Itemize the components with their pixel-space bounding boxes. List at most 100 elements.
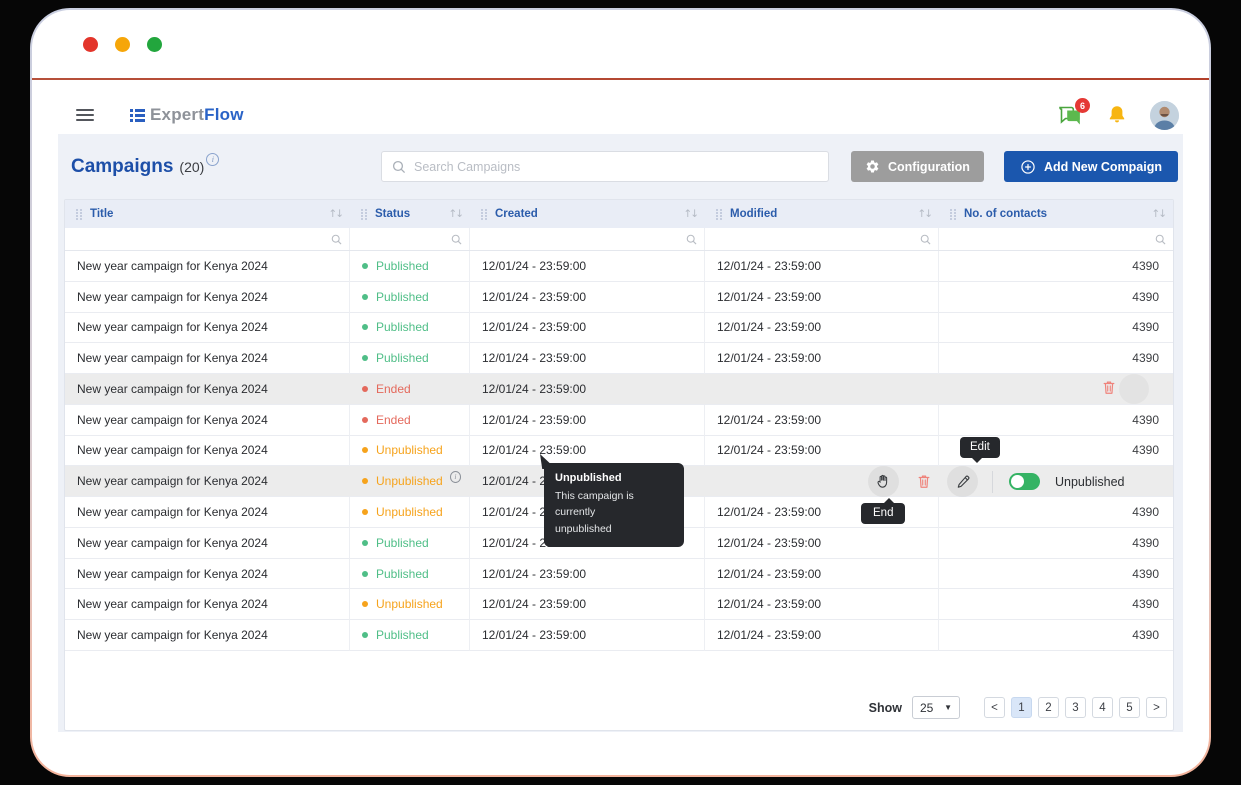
table-row[interactable]: New year campaign for Kenya 2024 Ended 12/… bbox=[65, 404, 1173, 436]
edit-campaign-button[interactable] bbox=[947, 466, 978, 498]
contacts-cell bbox=[939, 374, 1173, 405]
modified-cell: 12/01/24 - 23:59:00 bbox=[705, 312, 939, 344]
prev-page-button[interactable]: < bbox=[984, 697, 1005, 718]
column-header-status[interactable]: Status ↑↓ bbox=[350, 200, 470, 228]
campaigns-table: Title ↑↓ Status ↑↓ Created ↑↓ Modified ↑↓ No. of… bbox=[64, 199, 1174, 731]
app-container: ExpertFlow 6 bbox=[58, 96, 1183, 732]
modified-cell: 12/01/24 - 23:59:00 bbox=[705, 620, 939, 651]
created-cell: 12/01/24 - 23:59:00 bbox=[470, 312, 705, 344]
table-row[interactable]: New year campaign for Kenya 2024 Unpublis… bbox=[65, 589, 1173, 621]
filter-search-icon bbox=[1155, 234, 1166, 244]
column-header-no-of-contacts[interactable]: No. of contacts ↑↓ bbox=[939, 200, 1173, 228]
drag-handle-icon[interactable] bbox=[75, 208, 83, 221]
column-label: Status bbox=[375, 208, 411, 220]
column-header-modified[interactable]: Modified ↑↓ bbox=[705, 200, 939, 228]
status-label: Published bbox=[376, 351, 429, 366]
modified-cell: 12/01/24 - 23:59:00 bbox=[705, 558, 939, 590]
table-row[interactable]: New year campaign for Kenya 2024 Publishe… bbox=[65, 281, 1173, 313]
table-row[interactable]: New year campaign for Kenya 2024 Publishe… bbox=[65, 558, 1173, 590]
page-button-5[interactable]: 5 bbox=[1119, 697, 1140, 718]
campaign-title-cell: New year campaign for Kenya 2024 bbox=[65, 589, 350, 621]
status-cell: Published bbox=[350, 527, 470, 559]
add-new-campaign-button[interactable]: Add New Compaign bbox=[1003, 151, 1178, 182]
column-filter-status[interactable] bbox=[350, 228, 470, 250]
user-avatar[interactable] bbox=[1150, 100, 1179, 130]
status-label: Unpublished bbox=[376, 474, 443, 489]
status-cell: Published bbox=[350, 620, 470, 651]
configuration-button[interactable]: Configuration bbox=[851, 151, 984, 182]
publish-toggle[interactable] bbox=[1009, 473, 1040, 491]
contacts-cell bbox=[939, 466, 1173, 498]
close-window-dot[interactable] bbox=[83, 36, 98, 52]
end-campaign-button[interactable] bbox=[868, 466, 899, 498]
table-row[interactable]: New year campaign for Kenya 2024 Unpublis… bbox=[65, 435, 1173, 467]
modified-cell: 12/01/24 - 23:59:00 bbox=[705, 435, 939, 467]
status-cell: Published bbox=[350, 312, 470, 344]
sort-icon[interactable]: ↑↓ bbox=[328, 208, 344, 220]
sort-icon[interactable]: ↑↓ bbox=[917, 208, 933, 220]
status-dot bbox=[362, 632, 368, 639]
sort-icon[interactable]: ↑↓ bbox=[1151, 208, 1167, 220]
status-dot bbox=[362, 385, 368, 392]
page-button-2[interactable]: 2 bbox=[1038, 697, 1059, 718]
edit-pencil-icon bbox=[957, 475, 969, 488]
page-button-4[interactable]: 4 bbox=[1092, 697, 1113, 718]
status-cell: Unpublished bbox=[350, 589, 470, 621]
contacts-cell: 4390 bbox=[939, 528, 1173, 559]
modified-cell: 12/01/24 - 23:59:00 bbox=[705, 281, 939, 313]
next-page-button[interactable]: > bbox=[1146, 697, 1167, 718]
drag-handle-icon[interactable] bbox=[949, 208, 957, 221]
page-button-3[interactable]: 3 bbox=[1065, 697, 1086, 718]
end-hand-icon bbox=[877, 475, 888, 488]
column-header-title[interactable]: Title ↑↓ bbox=[65, 200, 350, 228]
status-info-icon[interactable]: i bbox=[449, 471, 461, 484]
filter-search-icon bbox=[920, 234, 931, 244]
table-row[interactable]: New year campaign for Kenya 2024 Publishe… bbox=[65, 620, 1173, 651]
window-titlebar bbox=[32, 10, 1209, 78]
delete-campaign-button[interactable] bbox=[1101, 379, 1117, 399]
status-label: Unpublished bbox=[376, 597, 443, 612]
column-filter-title[interactable] bbox=[65, 228, 350, 250]
created-cell: 12/01/24 - 23:59:00 bbox=[470, 558, 705, 590]
minimize-window-dot[interactable] bbox=[115, 36, 130, 52]
status-cell: Published bbox=[350, 281, 470, 313]
menu-icon[interactable] bbox=[76, 109, 94, 121]
page-size-select[interactable]: 25 ▼ bbox=[912, 696, 960, 719]
page-button-1[interactable]: 1 bbox=[1011, 697, 1032, 718]
modified-cell: 12/01/24 - 23:59:00 bbox=[705, 497, 939, 528]
modified-cell: 12/01/24 - 23:59:00 bbox=[705, 251, 939, 282]
contacts-cell: 4390 bbox=[939, 497, 1173, 528]
maximize-window-dot[interactable] bbox=[147, 36, 162, 52]
delete-campaign-button[interactable] bbox=[916, 473, 932, 490]
search-input[interactable] bbox=[414, 159, 818, 174]
configuration-label: Configuration bbox=[888, 159, 970, 174]
column-filter-no-of-contacts[interactable] bbox=[939, 228, 1173, 250]
created-cell: 12/01/24 - 23:59:00 bbox=[470, 343, 705, 375]
drag-handle-icon[interactable] bbox=[360, 208, 368, 221]
status-dot bbox=[362, 293, 368, 300]
table-row[interactable]: New year campaign for Kenya 2024 Publishe… bbox=[65, 251, 1173, 282]
column-filter-modified[interactable] bbox=[705, 228, 939, 250]
column-header-created[interactable]: Created ↑↓ bbox=[470, 200, 705, 228]
status-label: Ended bbox=[376, 381, 411, 396]
table-row[interactable]: New year campaign for Kenya 2024 Publishe… bbox=[65, 343, 1173, 375]
chat-icon[interactable]: 6 bbox=[1058, 98, 1090, 127]
status-dot bbox=[362, 262, 368, 269]
campaign-title-cell: New year campaign for Kenya 2024 bbox=[65, 281, 350, 313]
drag-handle-icon[interactable] bbox=[715, 208, 723, 221]
sort-icon[interactable]: ↑↓ bbox=[683, 208, 699, 220]
notifications-bell-icon[interactable] bbox=[1105, 103, 1129, 127]
table-body: New year campaign for Kenya 2024 Publishe… bbox=[65, 251, 1173, 651]
toggle-label: Unpublished bbox=[1055, 474, 1125, 489]
campaign-title-cell: New year campaign for Kenya 2024 bbox=[65, 497, 350, 528]
table-row[interactable]: New year campaign for Kenya 2024 Ended 12/… bbox=[65, 374, 1173, 405]
table-row[interactable]: New year campaign for Kenya 2024 Publishe… bbox=[65, 312, 1173, 344]
logo-text-blue: Flow bbox=[204, 105, 244, 124]
status-label: Unpublished bbox=[376, 443, 443, 458]
column-filter-created[interactable] bbox=[470, 228, 705, 250]
sort-icon[interactable]: ↑↓ bbox=[448, 208, 464, 220]
modified-cell: 12/01/24 - 23:59:00 bbox=[705, 527, 939, 559]
status-label: Ended bbox=[376, 412, 411, 427]
drag-handle-icon[interactable] bbox=[480, 208, 488, 221]
page-info-icon[interactable]: i bbox=[206, 153, 220, 166]
